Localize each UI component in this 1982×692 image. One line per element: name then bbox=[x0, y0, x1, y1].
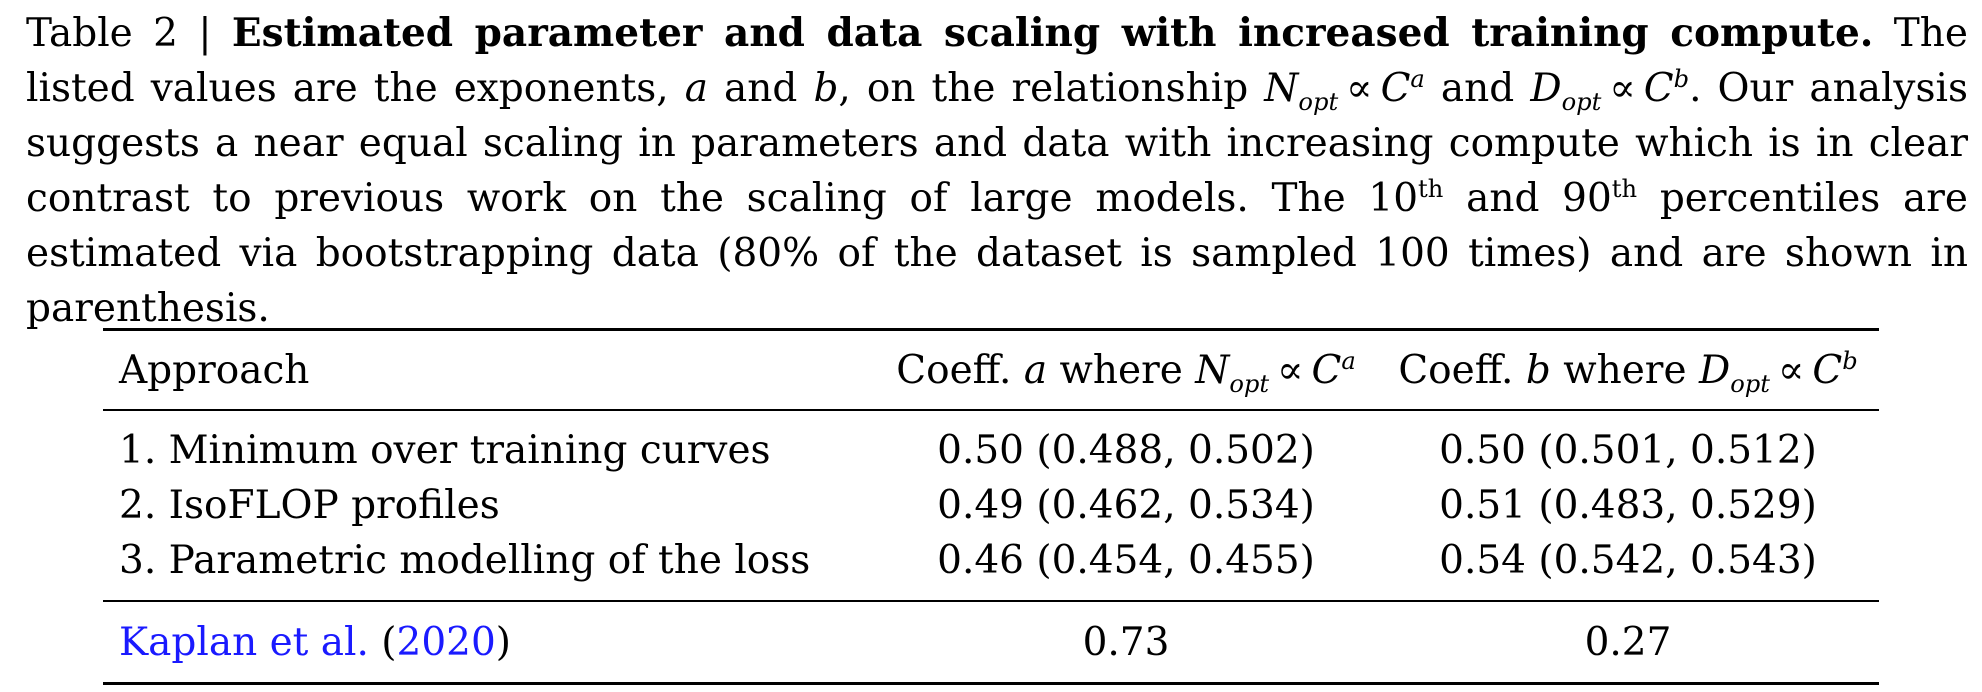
formula-n-opt: Nopt ∝ Ca bbox=[1264, 65, 1425, 116]
cell-approach: 3. Parametric modelling of the loss bbox=[119, 538, 811, 583]
caption-text: and bbox=[1440, 66, 1515, 111]
table-header-row: Approach Coeff. a where Nopt ∝ Ca Coeff. b… bbox=[103, 328, 1879, 411]
reference-row: Kaplan et al. (2020) 0.73 0.27 bbox=[103, 600, 1879, 685]
caption-text: percentiles are estimated via bootstrapp… bbox=[26, 176, 1968, 331]
header-approach: Approach bbox=[103, 328, 875, 411]
citation-author-link[interactable]: Kaplan et al. bbox=[119, 619, 369, 665]
formula-d-opt: Dopt ∝ Cb bbox=[1530, 65, 1690, 116]
table-row: 1. Minimum over training curves 0.50 (0.… bbox=[103, 410, 1879, 478]
caption-text: , on the relationship bbox=[838, 66, 1249, 111]
caption-text: The listed values are the exponents, bbox=[26, 11, 1968, 111]
cell-coeff-b: 0.50 (0.501, 0.512) bbox=[1439, 428, 1817, 473]
cell-coeff-a: 0.49 (0.462, 0.534) bbox=[937, 483, 1315, 528]
caption-text: . Our analysis suggests a near equal sca… bbox=[26, 66, 1968, 221]
cell-reference: Kaplan et al. (2020) bbox=[103, 600, 875, 685]
cell-coeff-a: 0.50 (0.488, 0.502) bbox=[937, 428, 1315, 473]
cell-coeff-a: 0.73 bbox=[875, 600, 1378, 685]
table-label: Table 2 | bbox=[26, 11, 212, 56]
cell-coeff-b: 0.54 (0.542, 0.543) bbox=[1439, 538, 1817, 583]
cell-approach: 2. IsoFLOP profiles bbox=[119, 483, 500, 528]
table-row: 2. IsoFLOP profiles 0.49 (0.462, 0.534) … bbox=[103, 478, 1879, 533]
cell-coeff-a: 0.46 (0.454, 0.455) bbox=[937, 538, 1315, 583]
caption-text: and bbox=[724, 66, 798, 111]
citation-year-link[interactable]: 2020 bbox=[396, 619, 496, 665]
scaling-table: Approach Coeff. a where Nopt ∝ Ca Coeff. b… bbox=[103, 328, 1879, 685]
header-coeff-a: Coeff. a where Nopt ∝ Ca bbox=[875, 328, 1378, 411]
var-a: a bbox=[684, 66, 708, 111]
superscript-th: th bbox=[1418, 175, 1444, 203]
caption-text: and 90 bbox=[1466, 176, 1612, 221]
table-caption: Table 2 | Estimated parameter and data s… bbox=[26, 6, 1968, 336]
cell-coeff-b: 0.27 bbox=[1377, 600, 1879, 685]
cell-approach: 1. Minimum over training curves bbox=[119, 428, 771, 473]
caption-title: Estimated parameter and data scaling wit… bbox=[231, 10, 1874, 56]
superscript-th: th bbox=[1611, 175, 1638, 203]
var-b: b bbox=[813, 66, 839, 111]
table-row: 3. Parametric modelling of the loss 0.46… bbox=[103, 533, 1879, 601]
cell-coeff-b: 0.51 (0.483, 0.529) bbox=[1439, 483, 1817, 528]
header-coeff-b: Coeff. b where Dopt ∝ Cb bbox=[1377, 328, 1879, 411]
